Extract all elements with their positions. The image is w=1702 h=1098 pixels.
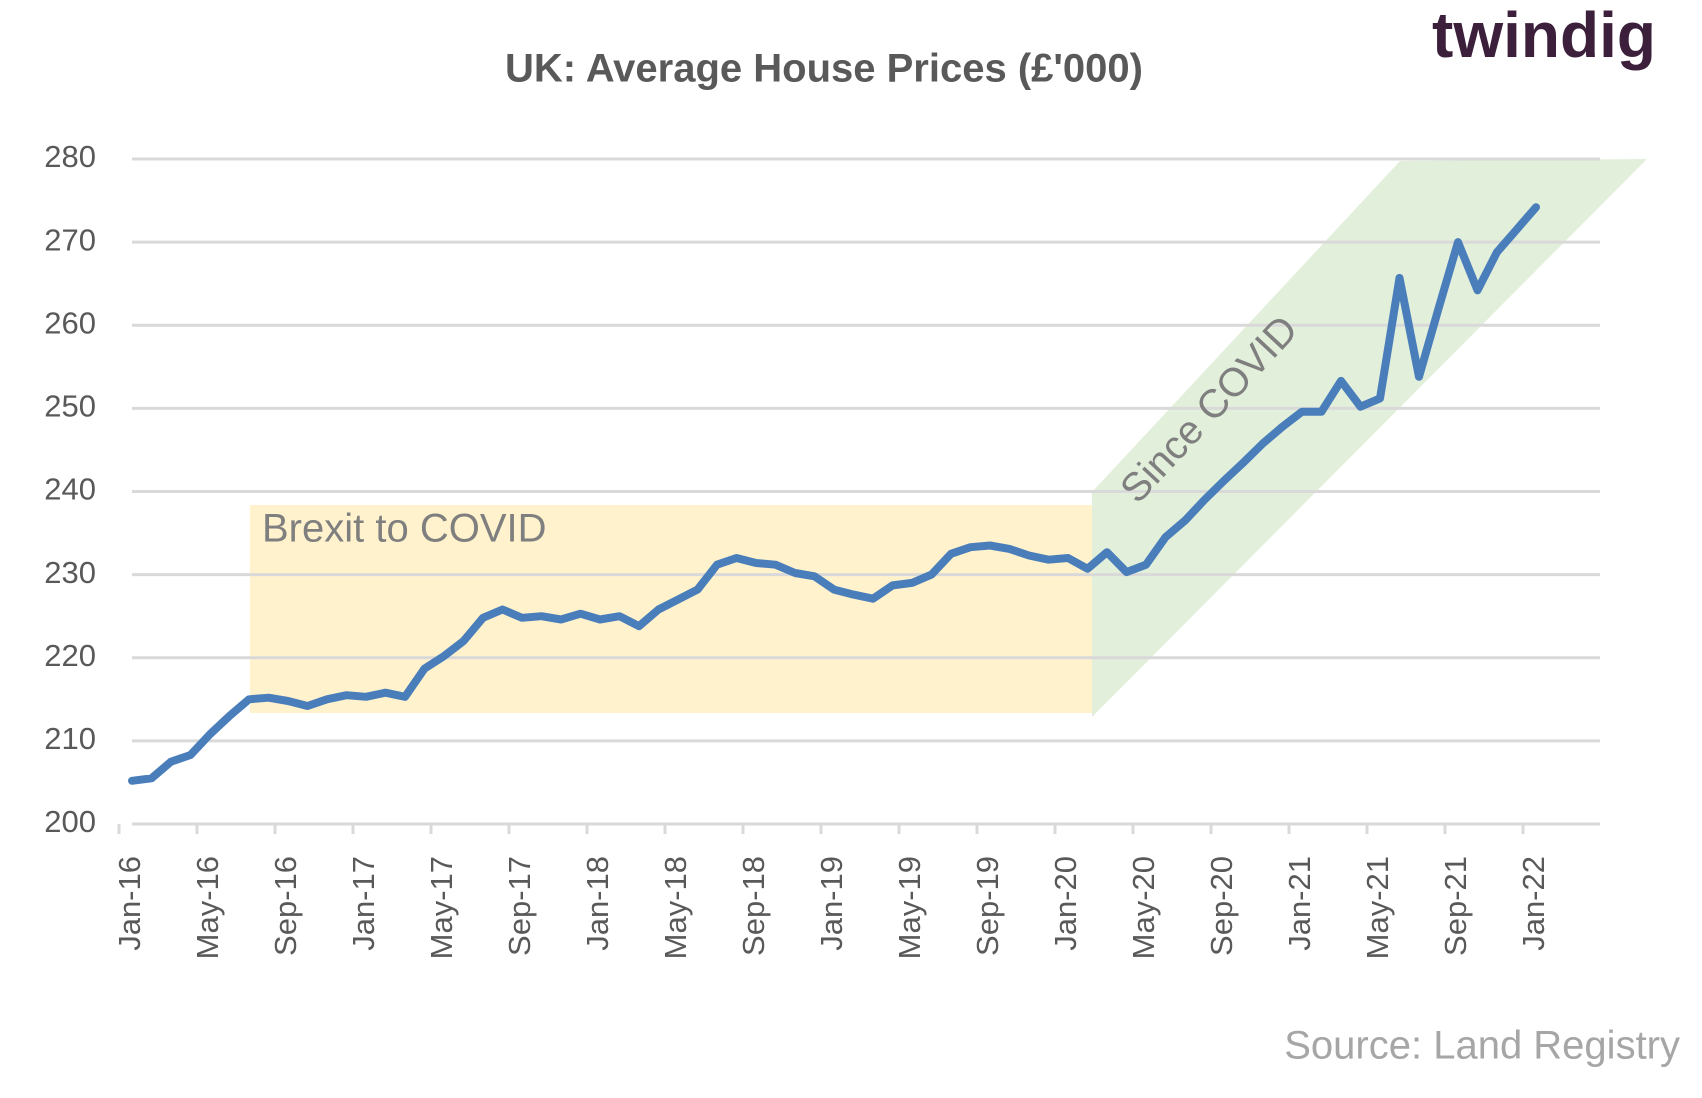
source: Source: Land Registry <box>1284 1024 1680 1068</box>
logo: twindig <box>1432 0 1656 71</box>
y-tick-label: 240 <box>44 472 96 507</box>
y-tick-label: 280 <box>44 139 96 174</box>
brexit-region <box>250 505 1092 713</box>
y-tick-label: 250 <box>44 389 96 424</box>
y-tick-label: 260 <box>44 305 96 340</box>
y-tick-label: 210 <box>44 721 96 756</box>
x-tick-label: Sep-16 <box>268 856 303 956</box>
x-tick-label: May-18 <box>658 856 693 959</box>
x-tick-label: Sep-17 <box>502 856 537 956</box>
x-tick-label: Jan-18 <box>580 856 615 951</box>
x-tick-label: May-17 <box>424 856 459 959</box>
x-tick-label: Jan-20 <box>1048 856 1083 951</box>
x-tick-label: Sep-18 <box>736 856 771 956</box>
x-tick-label: Sep-20 <box>1204 856 1239 956</box>
x-tick-label: Jan-19 <box>814 856 849 951</box>
x-tick-label: Jan-17 <box>346 856 381 951</box>
x-tick-label: May-16 <box>190 856 225 959</box>
x-tick-label: Sep-19 <box>970 856 1005 956</box>
x-tick-label: Jan-21 <box>1282 856 1317 951</box>
x-tick-label: Jan-22 <box>1516 856 1551 951</box>
x-tick-label: May-20 <box>1126 856 1161 959</box>
line <box>128 203 1540 785</box>
annotation: Brexit to COVID <box>262 507 547 551</box>
x-tick-label: Sep-21 <box>1438 856 1473 956</box>
y-tick-label: 270 <box>44 222 96 257</box>
y-tick-label: 220 <box>44 638 96 673</box>
y-tick-label: 230 <box>44 555 96 590</box>
x-tick-label: May-19 <box>892 856 927 959</box>
chart-title: UK: Average House Prices (£'000) <box>505 47 1143 91</box>
x-tick-label: Jan-16 <box>112 856 147 951</box>
covid-region <box>1092 159 1647 717</box>
x-tick-label: May-21 <box>1360 856 1395 959</box>
y-tick-label: 200 <box>44 804 96 839</box>
